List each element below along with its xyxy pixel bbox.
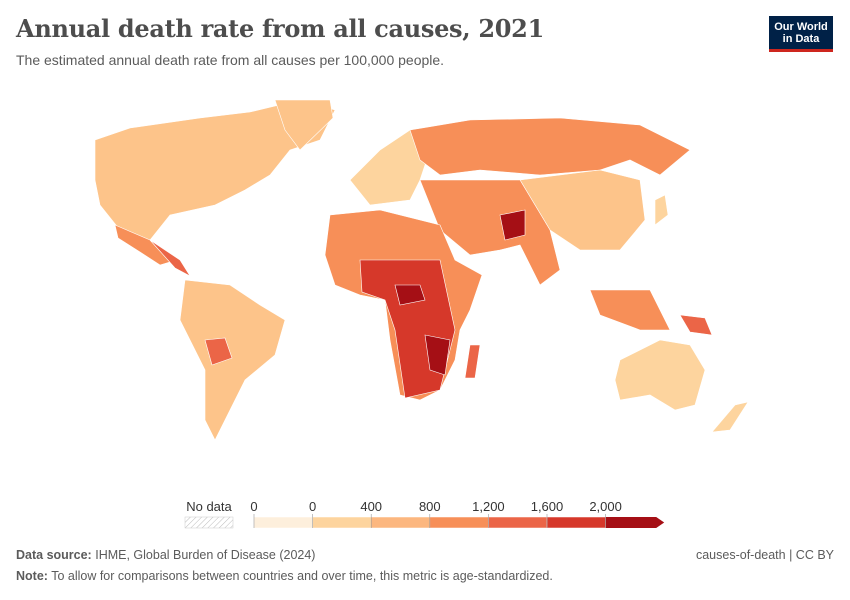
australia[interactable] xyxy=(614,339,706,411)
legend-tick-label: 1,200 xyxy=(472,499,505,514)
madagascar[interactable] xyxy=(464,344,481,379)
logo-text: in Data xyxy=(782,33,820,45)
countries xyxy=(94,99,749,441)
afghanistan[interactable] xyxy=(499,209,526,241)
legend-swatch xyxy=(546,516,606,529)
note-text: To allow for comparisons between countri… xyxy=(51,569,553,583)
greenland[interactable] xyxy=(274,99,334,151)
legend-swatch xyxy=(312,516,372,529)
papua[interactable] xyxy=(679,314,713,336)
legend-tick-label: 800 xyxy=(419,499,441,514)
legend-swatch xyxy=(429,516,489,529)
logo[interactable]: Our World in Data xyxy=(769,16,833,52)
southeast-asia[interactable] xyxy=(589,289,671,331)
note: Note: To allow for comparisons between c… xyxy=(16,569,553,583)
title: Annual death rate from all causes, 2021 xyxy=(16,14,544,43)
east-asia[interactable] xyxy=(519,169,646,251)
subtitle: The estimated annual death rate from all… xyxy=(16,52,445,68)
legend-tick-label: 1,600 xyxy=(531,499,564,514)
legend-swatch xyxy=(253,516,313,529)
license: causes-of-death | CC BY xyxy=(695,548,834,562)
europe[interactable] xyxy=(349,129,431,206)
legend-swatch xyxy=(605,517,665,528)
source-label: Data source: xyxy=(16,548,92,562)
legend-tick-label: 0 xyxy=(309,499,316,514)
legend-swatch xyxy=(488,516,548,529)
source: Data source: IHME, Global Burden of Dise… xyxy=(16,548,315,562)
japan[interactable] xyxy=(654,194,669,226)
middle-east-south-asia[interactable] xyxy=(419,179,561,286)
north-america[interactable] xyxy=(94,99,336,241)
bolivia[interactable] xyxy=(204,337,233,366)
legend: No data 0 0 400 800 1,200 1,600 2,000 xyxy=(184,499,665,529)
source-text: IHME, Global Burden of Disease (2024) xyxy=(95,548,316,562)
legend-no-data-swatch xyxy=(184,516,234,529)
central-africa[interactable] xyxy=(394,284,426,306)
south-america[interactable] xyxy=(179,279,286,441)
russia[interactable] xyxy=(409,117,691,176)
southern-africa[interactable] xyxy=(424,334,451,376)
legend-tick-label: 2,000 xyxy=(589,499,622,514)
legend-tick-label: 0 xyxy=(250,499,257,514)
logo-text: Our World xyxy=(774,21,828,33)
sub-saharan-africa[interactable] xyxy=(359,259,456,399)
legend-swatch xyxy=(370,516,431,529)
new-zealand[interactable] xyxy=(711,401,749,433)
legend-tick-label: 400 xyxy=(360,499,382,514)
legend-no-data-label: No data xyxy=(186,499,232,514)
central-america[interactable] xyxy=(149,239,191,277)
note-label: Note: xyxy=(16,569,48,583)
